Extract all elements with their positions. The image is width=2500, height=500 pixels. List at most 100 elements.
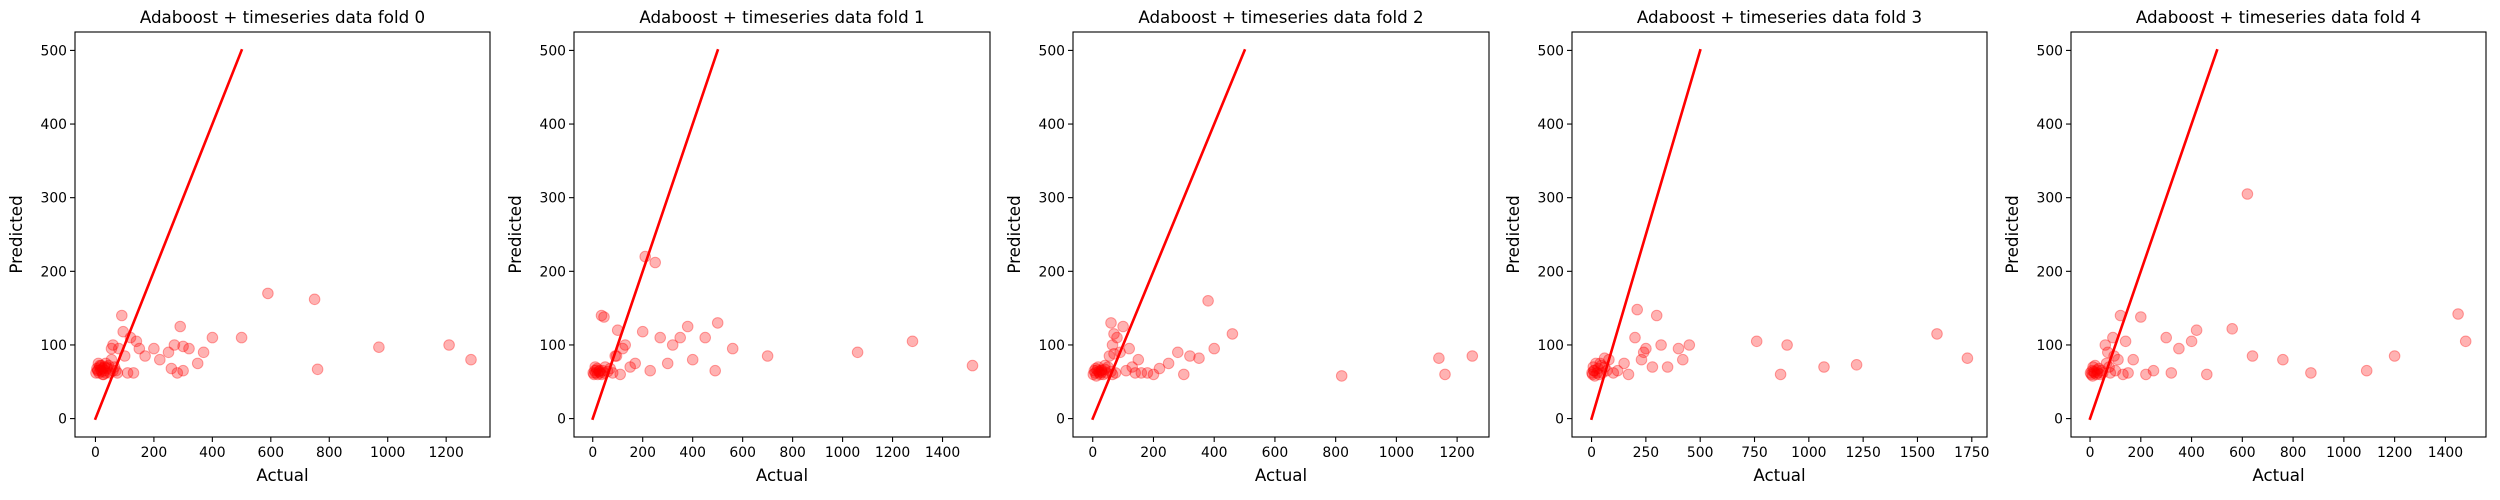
chart-panel-3: 0 250 500 750 1000 1250 1500 1750 0 100 200 300 400 5… xyxy=(1503,7,1989,485)
x-axis-label: Actual xyxy=(1255,465,1307,485)
data-point xyxy=(1172,346,1184,359)
data-point xyxy=(686,353,699,366)
data-point xyxy=(2241,188,2254,200)
scatter-points xyxy=(587,250,979,381)
data-point xyxy=(1208,342,1220,355)
x-tick-label: 1750 xyxy=(1954,445,1989,461)
data-point xyxy=(590,364,603,376)
data-point xyxy=(1126,361,1138,373)
y-axis-label: Predicted xyxy=(505,195,525,273)
y-tick-label: 200 xyxy=(2036,264,2063,280)
data-point xyxy=(99,367,112,379)
data-point xyxy=(1629,331,1641,344)
data-point xyxy=(1091,364,1104,376)
data-point xyxy=(636,325,649,338)
x-tick-label: 400 xyxy=(2178,445,2205,461)
data-point xyxy=(2099,339,2112,351)
data-point xyxy=(1087,368,1100,381)
x-tick-label: 1250 xyxy=(1845,445,1880,461)
data-point xyxy=(171,367,184,379)
x-tick-label: 400 xyxy=(199,445,226,461)
data-point xyxy=(101,361,113,373)
data-point xyxy=(588,364,601,377)
data-point xyxy=(97,368,110,381)
scatter-points xyxy=(90,287,477,381)
data-point xyxy=(2305,367,2317,379)
y-tick-label: 400 xyxy=(1038,117,1065,133)
data-point xyxy=(1132,353,1145,366)
y-tick-label: 300 xyxy=(1537,191,1564,207)
data-point xyxy=(2173,342,2185,355)
data-point xyxy=(94,361,106,373)
data-point xyxy=(1640,342,1652,355)
data-point xyxy=(1611,364,1624,377)
data-point xyxy=(96,365,108,378)
data-point xyxy=(1931,328,1943,340)
data-point xyxy=(101,362,113,375)
data-point xyxy=(168,339,181,351)
data-point xyxy=(1097,368,1110,381)
y-tick-label: 500 xyxy=(1537,43,1564,59)
y-tick-label: 500 xyxy=(539,43,566,59)
chart-panel-0: 0 200 400 600 800 1000 1200 0 100 200 300 400 500 Act… xyxy=(6,7,491,485)
data-point xyxy=(2090,368,2103,381)
x-tick-label: 1000 xyxy=(370,445,405,461)
data-point xyxy=(1117,320,1129,333)
data-point xyxy=(2088,367,2101,379)
y-tick-label: 100 xyxy=(1537,338,1564,354)
x-tick-label: 1200 xyxy=(428,445,463,461)
y-tick-label: 100 xyxy=(539,338,566,354)
data-point xyxy=(1590,357,1602,370)
data-point xyxy=(593,364,606,377)
y-axis-label: Predicted xyxy=(1004,195,1024,273)
y-tick-label: 400 xyxy=(40,117,67,133)
data-point xyxy=(2127,353,2139,366)
data-point xyxy=(94,359,106,372)
chart-title: Adaboost + timeseries data fold 3 xyxy=(1637,7,1922,27)
x-tick-label: 0 xyxy=(1088,445,1097,461)
data-point xyxy=(1226,328,1239,340)
data-point xyxy=(1095,364,1107,377)
data-point xyxy=(711,317,724,329)
x-tick-label: 1200 xyxy=(2377,445,2412,461)
data-point xyxy=(906,335,919,348)
data-point xyxy=(593,365,605,378)
data-point xyxy=(98,361,110,373)
data-point xyxy=(2086,370,2099,382)
data-point xyxy=(589,361,602,373)
data-point xyxy=(90,367,102,379)
x-tick-label: 0 xyxy=(2086,445,2095,461)
data-point xyxy=(308,293,321,306)
data-point xyxy=(1646,361,1659,373)
data-point xyxy=(1850,359,1863,371)
data-point xyxy=(1120,364,1132,377)
data-point xyxy=(2459,335,2472,348)
data-point xyxy=(2085,368,2098,381)
x-tick-label: 800 xyxy=(779,445,806,461)
y-tick-label: 400 xyxy=(2036,117,2063,133)
reference-line xyxy=(1589,48,1702,421)
data-point xyxy=(661,357,674,370)
data-point xyxy=(162,346,175,359)
scatter-points xyxy=(1586,303,1974,382)
data-point xyxy=(1588,364,1600,377)
data-point xyxy=(97,368,109,381)
data-point xyxy=(2388,350,2401,362)
data-point xyxy=(1683,339,1696,351)
y-tick-label: 300 xyxy=(2036,191,2063,207)
x-tick-label: 200 xyxy=(629,445,656,461)
data-point xyxy=(1655,339,1667,351)
data-point xyxy=(1103,350,1116,362)
y-tick-label: 200 xyxy=(539,264,566,280)
data-point xyxy=(1088,364,1101,377)
reference-line xyxy=(1091,48,1247,421)
x-tick-label: 1000 xyxy=(2326,445,2361,461)
x-tick-label: 1000 xyxy=(1379,445,1414,461)
data-point xyxy=(2112,353,2124,366)
data-point xyxy=(2185,335,2198,348)
y-axis-label: Predicted xyxy=(1503,195,1523,273)
data-point xyxy=(1123,342,1135,355)
chart-panel-2: 0 200 400 600 800 1000 1200 0 100 200 300 400 500 Act… xyxy=(1004,7,1490,485)
data-point xyxy=(2360,364,2373,377)
data-point xyxy=(589,367,602,379)
